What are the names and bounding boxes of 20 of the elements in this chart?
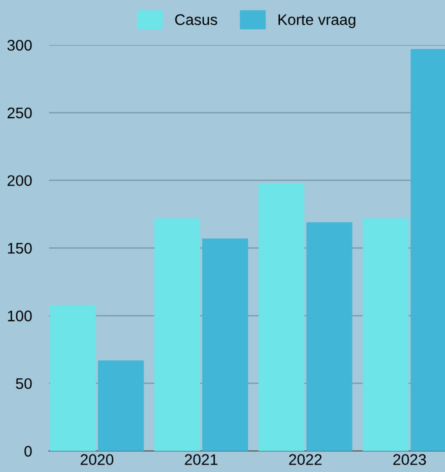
bar <box>50 304 96 451</box>
bar <box>258 183 304 451</box>
bar <box>306 222 352 451</box>
y-tick-label: 200 <box>8 175 32 186</box>
y-tick-label: 50 <box>16 378 32 390</box>
y-tick-label: 250 <box>8 108 32 118</box>
x-tick-label: 2020 <box>80 454 114 465</box>
legend-label: Casus <box>175 14 218 26</box>
y-tick-label: 300 <box>7 40 32 51</box>
x-tick-label: 2021 <box>184 454 218 465</box>
y-tick-label: 100 <box>8 310 32 322</box>
legend-label: Korte vraag <box>278 14 356 28</box>
bar <box>154 218 200 451</box>
bar <box>362 218 409 451</box>
bar <box>202 238 248 451</box>
x-tick-label: 2023 <box>393 454 426 465</box>
y-tick-label: 0 <box>24 446 32 457</box>
x-tick-label: 2022 <box>289 454 322 465</box>
bar <box>98 360 144 451</box>
y-tick-label: 150 <box>8 242 32 254</box>
